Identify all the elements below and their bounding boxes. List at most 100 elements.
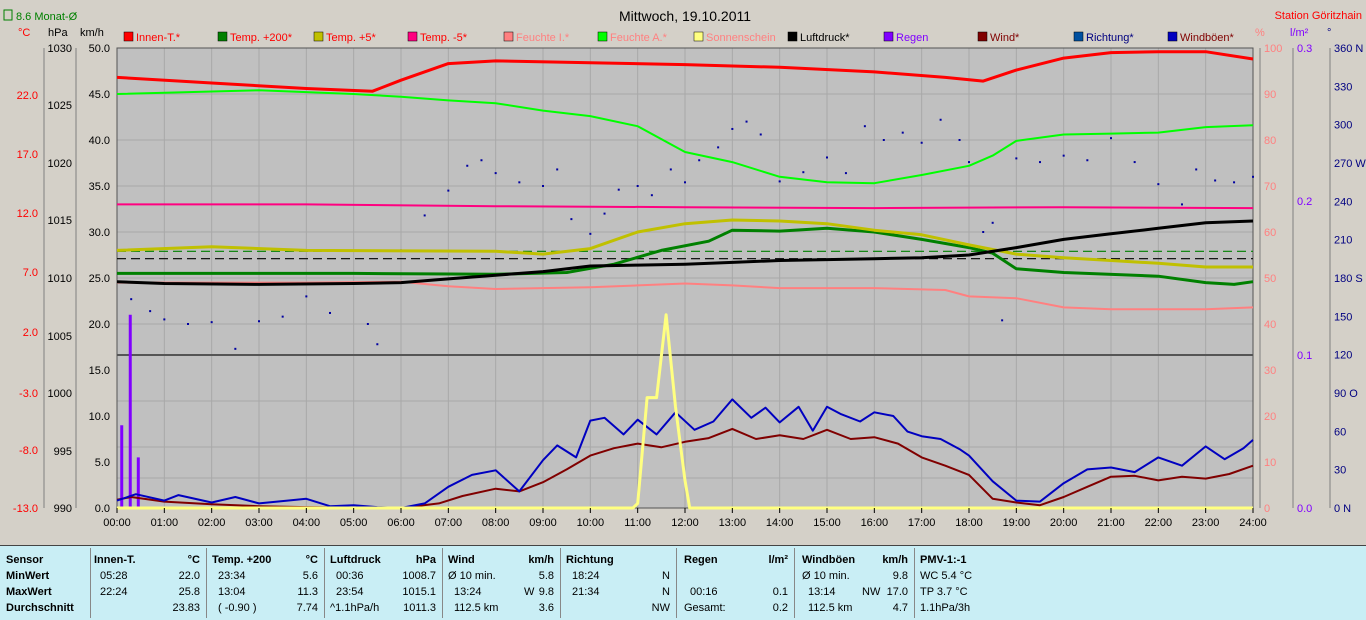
direction-dot: [603, 212, 606, 215]
legend-swatch: [313, 31, 324, 42]
regen-total-label: Gesamt:: [684, 602, 726, 614]
summary-regen: Regen l/m² 00:16 0.1 Gesamt: 0.2: [684, 546, 792, 620]
direction-tick-label: 120: [1334, 350, 1352, 362]
legend-label: Wind*: [990, 32, 1020, 44]
month-avg-label: 8.6 Monat-Ø: [16, 11, 78, 23]
weather-chart: 00:00 01:00 02:00 03:00 04:00 05:00 06:00 07:00…: [3, 8, 1366, 529]
luftdruck-title: Luftdruck: [330, 554, 381, 566]
rain-tick-label: 0.1: [1297, 350, 1312, 362]
luftdruck-unit: hPa: [415, 554, 436, 566]
direction-dot: [1133, 161, 1136, 164]
direction-tick-label: 240: [1334, 196, 1352, 208]
hpa-tick-label: 1015: [48, 215, 72, 227]
innen-min-value: 22.0: [178, 570, 200, 582]
direction-dot: [958, 139, 961, 141]
month-avg-icon: [3, 9, 13, 21]
hpa-tick-label: 995: [54, 446, 72, 458]
direction-dot: [1157, 183, 1160, 186]
legend-label: Windböen*: [1180, 32, 1235, 44]
direction-dot: [650, 194, 653, 197]
richtung-min-value: N: [662, 570, 670, 582]
x-tick-label: 03:00: [245, 517, 273, 529]
kmh-tick-label: 40.0: [89, 135, 110, 147]
legend-swatch: [503, 31, 514, 42]
direction-tick-label: 210: [1334, 235, 1352, 247]
direction-dot: [1252, 175, 1254, 178]
direction-dot: [684, 181, 686, 184]
temp-tick-label: 12.0: [17, 208, 38, 220]
legend-label: Temp. +200*: [230, 32, 293, 44]
hpa-tick-label: 1020: [48, 158, 72, 170]
kmh-tick-label: 5.0: [95, 457, 110, 469]
windboeen-max-value: 17.0: [886, 586, 908, 598]
legend-label: Regen: [896, 32, 928, 44]
direction-dot: [163, 318, 166, 321]
legend-swatch: [1073, 31, 1084, 42]
direction-dot: [617, 188, 620, 191]
temp-tick-label: 7.0: [23, 267, 38, 279]
direction-tick-label: 90 O: [1334, 388, 1358, 400]
direction-dot: [717, 146, 720, 149]
hpa-tick-label: 990: [54, 503, 72, 515]
temp200-min-value: 5.6: [302, 570, 318, 582]
direction-dot: [556, 168, 559, 171]
unit-lm2: l/m²: [1290, 27, 1309, 39]
pct-tick-label: 80: [1264, 135, 1276, 147]
rain-tick-label: 0.2: [1297, 196, 1312, 208]
direction-dot: [130, 298, 133, 301]
kmh-tick-label: 50.0: [89, 43, 110, 55]
innen-min-time: 05:28: [100, 570, 128, 582]
summary-innen: Innen-T. °C 05:28 22.0 22:24 25.8 23.83: [94, 546, 204, 620]
x-tick-label: 06:00: [387, 517, 415, 529]
series-line: [116, 50, 1254, 93]
direction-tick-label: 360 N: [1334, 43, 1363, 55]
direction-dot: [1001, 319, 1004, 322]
wind-min-value: 5.8: [538, 570, 554, 582]
temp-tick-label: -3.0: [19, 388, 38, 400]
direction-dot: [570, 218, 573, 221]
x-tick-label: 15:00: [813, 517, 841, 529]
direction-dot: [447, 189, 450, 192]
direction-dot: [759, 133, 762, 136]
direction-dot: [329, 311, 331, 314]
x-tick-label: 05:00: [340, 517, 368, 529]
direction-dot: [480, 159, 483, 162]
pmv-tp: TP 3.7 °C: [920, 586, 968, 598]
kmh-tick-label: 0.0: [95, 503, 110, 515]
direction-dot: [920, 141, 923, 144]
direction-dot: [968, 161, 970, 164]
windboeen-min-value: 9.8: [892, 570, 908, 582]
temp-tick-label: -13.0: [13, 503, 38, 515]
summary-wind: Wind km/h Ø 10 min. 5.8 13:24 W 9.8 112.5 km…: [448, 546, 558, 620]
kmh-tick-label: 35.0: [89, 181, 110, 193]
innen-max-value: 25.8: [178, 586, 200, 598]
windboeen-distance: 112.5 km: [808, 602, 853, 614]
innen-max-time: 22:24: [100, 586, 128, 598]
series-line: [117, 203, 1254, 210]
regen-total-value: 0.2: [772, 602, 788, 614]
direction-dot: [305, 295, 308, 298]
direction-dot: [466, 164, 469, 167]
windboeen-max-dir: NW: [862, 586, 881, 598]
direction-dot: [589, 232, 592, 235]
innen-avg-value: 23.83: [172, 602, 200, 614]
temp-tick-label: 22.0: [17, 90, 38, 102]
luftdruck-max-time: 23:54: [336, 586, 364, 598]
x-tick-label: 18:00: [955, 517, 983, 529]
luftdruck-avg-value: 1011.3: [403, 602, 436, 614]
innen-title: Innen-T.: [94, 554, 136, 566]
series-line: [117, 313, 1253, 510]
station-label: Station Göritzhain: [1275, 10, 1362, 22]
temp-tick-label: 2.0: [23, 327, 38, 339]
legend-swatch: [693, 31, 704, 42]
hpa-tick-label: 1030: [48, 43, 72, 55]
pmv-trend: 1.1hPa/3h: [920, 602, 971, 614]
wind-avg-value: 3.6: [538, 602, 554, 614]
pct-tick-label: 10: [1264, 457, 1276, 469]
unit-kmh: km/h: [80, 27, 104, 39]
regen-max-time: 00:16: [690, 586, 718, 598]
temp200-unit: °C: [305, 554, 318, 566]
legend: Innen-T.* Temp. +200* Temp. +5* Temp. -5* Fe…: [123, 31, 1235, 44]
series-line: [116, 219, 1254, 286]
direction-dot: [844, 172, 847, 175]
